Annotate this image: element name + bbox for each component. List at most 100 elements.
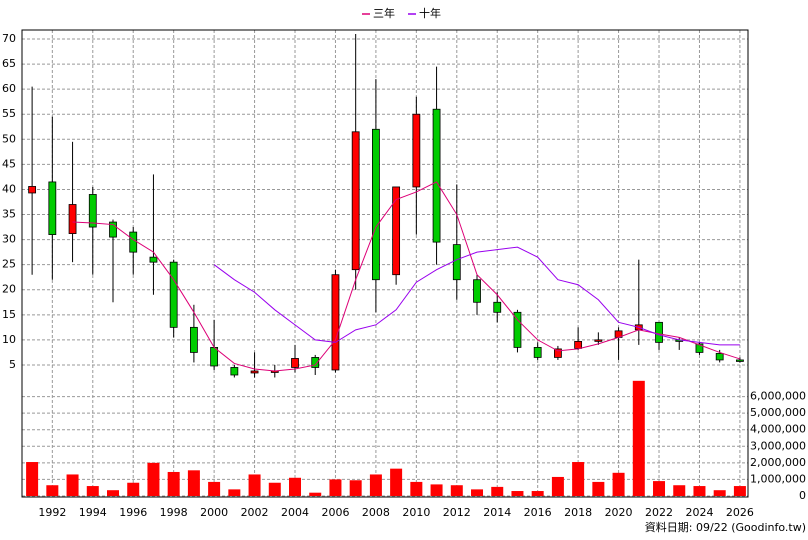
x-tick-label: 1998 xyxy=(160,506,188,519)
candle-body xyxy=(291,358,299,368)
candle-body xyxy=(574,340,583,349)
ma-line xyxy=(72,181,741,372)
volume-bar xyxy=(147,462,160,496)
volume-tick-label: 5,000,000 xyxy=(750,406,806,419)
volume-bar xyxy=(248,474,261,496)
x-tick-label: 2022 xyxy=(645,506,673,519)
candle-body xyxy=(68,204,77,234)
volume-bar xyxy=(309,492,322,496)
ma-line xyxy=(213,246,740,346)
x-tick-label: 2008 xyxy=(362,506,390,519)
candle-body xyxy=(230,367,239,376)
x-tick-label: 2024 xyxy=(685,506,713,519)
x-tick-label: 2014 xyxy=(483,506,511,519)
candle-body xyxy=(210,347,219,367)
volume-tick-label: 2,000,000 xyxy=(750,456,806,469)
legend-label: 十年 xyxy=(419,6,441,20)
candle-body xyxy=(169,261,178,328)
x-tick-label: 2006 xyxy=(321,506,349,519)
x-tick-label: 2018 xyxy=(564,506,592,519)
legend-label: 三年 xyxy=(373,6,395,20)
candle-body xyxy=(88,194,97,228)
x-tick-label: 2004 xyxy=(281,506,309,519)
candle-body xyxy=(594,339,603,342)
volume-tick-label: 4,000,000 xyxy=(750,423,806,436)
x-tick-label: 1992 xyxy=(38,506,66,519)
footer: 資料日期: 09/22 (Goodinfo.tw) xyxy=(645,520,806,534)
x-tick-label: 2026 xyxy=(726,506,754,519)
candle-body xyxy=(412,113,421,188)
candle-body xyxy=(695,343,704,353)
x-tick-label: 2010 xyxy=(402,506,430,519)
volume-bar xyxy=(471,489,484,496)
volume-bar xyxy=(612,472,625,496)
volume-bar xyxy=(289,477,302,496)
marks xyxy=(26,34,746,496)
volume-bar xyxy=(733,486,746,496)
volume-bar xyxy=(653,481,666,496)
volume-bar xyxy=(107,490,120,496)
volume-bar xyxy=(268,482,281,496)
x-tick-label: 2000 xyxy=(200,506,228,519)
y-tick-label: 35 xyxy=(2,208,16,221)
candle-body xyxy=(736,359,744,362)
candle-body xyxy=(250,370,259,374)
volume-bar xyxy=(592,481,605,496)
x-tick-label: 2012 xyxy=(443,506,471,519)
candle-body xyxy=(554,348,562,358)
candle-body xyxy=(48,181,57,235)
candle-body xyxy=(311,357,320,368)
y-tick-label: 30 xyxy=(2,233,16,246)
x-tick-label: 1994 xyxy=(79,506,107,519)
x-tick-label: 2016 xyxy=(524,506,552,519)
volume-bar xyxy=(450,485,463,496)
volume-bar xyxy=(673,485,686,496)
volume-bar xyxy=(430,484,443,496)
volume-bar xyxy=(410,481,423,496)
candle-body xyxy=(189,326,198,353)
volume-bar xyxy=(127,482,140,496)
plot-border xyxy=(21,29,749,498)
x-tick-label: 2002 xyxy=(241,506,269,519)
volume-bar xyxy=(390,468,403,496)
volume-bar xyxy=(369,474,382,496)
volume-bar xyxy=(66,474,79,496)
volume-bar xyxy=(713,490,726,496)
candle-body xyxy=(149,256,158,263)
candle-body xyxy=(432,108,441,243)
volume-bar xyxy=(572,462,585,496)
candle-body xyxy=(28,186,37,194)
candle-body xyxy=(351,131,360,271)
y-tick-label: 10 xyxy=(2,333,16,346)
volume-bar xyxy=(86,486,99,496)
volume-bar xyxy=(349,480,362,496)
y-tick-label: 55 xyxy=(2,107,16,120)
candle-body xyxy=(331,274,340,371)
candle-body xyxy=(392,186,401,276)
candle-body xyxy=(493,301,502,313)
y-tick-label: 5 xyxy=(9,358,16,371)
y-tick-label: 60 xyxy=(2,82,16,95)
y-tick-label: 50 xyxy=(2,132,16,145)
volume-tick-label: 3,000,000 xyxy=(750,439,806,452)
volume-bar xyxy=(329,479,342,496)
y-tick-label: 25 xyxy=(2,258,16,271)
volume-bar xyxy=(531,491,544,496)
volume-bar xyxy=(632,380,645,496)
volume-bar xyxy=(208,481,221,496)
y-tick-label: 65 xyxy=(2,57,16,70)
y-tick-label: 15 xyxy=(2,308,16,321)
candle-body xyxy=(109,221,117,238)
candle-body xyxy=(371,128,380,281)
volume-bar xyxy=(551,476,564,496)
x-tick-label: 2020 xyxy=(605,506,633,519)
candle-body xyxy=(513,311,522,348)
y-tick-label: 20 xyxy=(2,283,16,296)
y-tick-label: 45 xyxy=(2,157,16,170)
volume-bar xyxy=(511,491,524,496)
candle-body xyxy=(473,279,481,303)
volume-bar xyxy=(187,470,200,496)
candle-body xyxy=(655,321,663,343)
